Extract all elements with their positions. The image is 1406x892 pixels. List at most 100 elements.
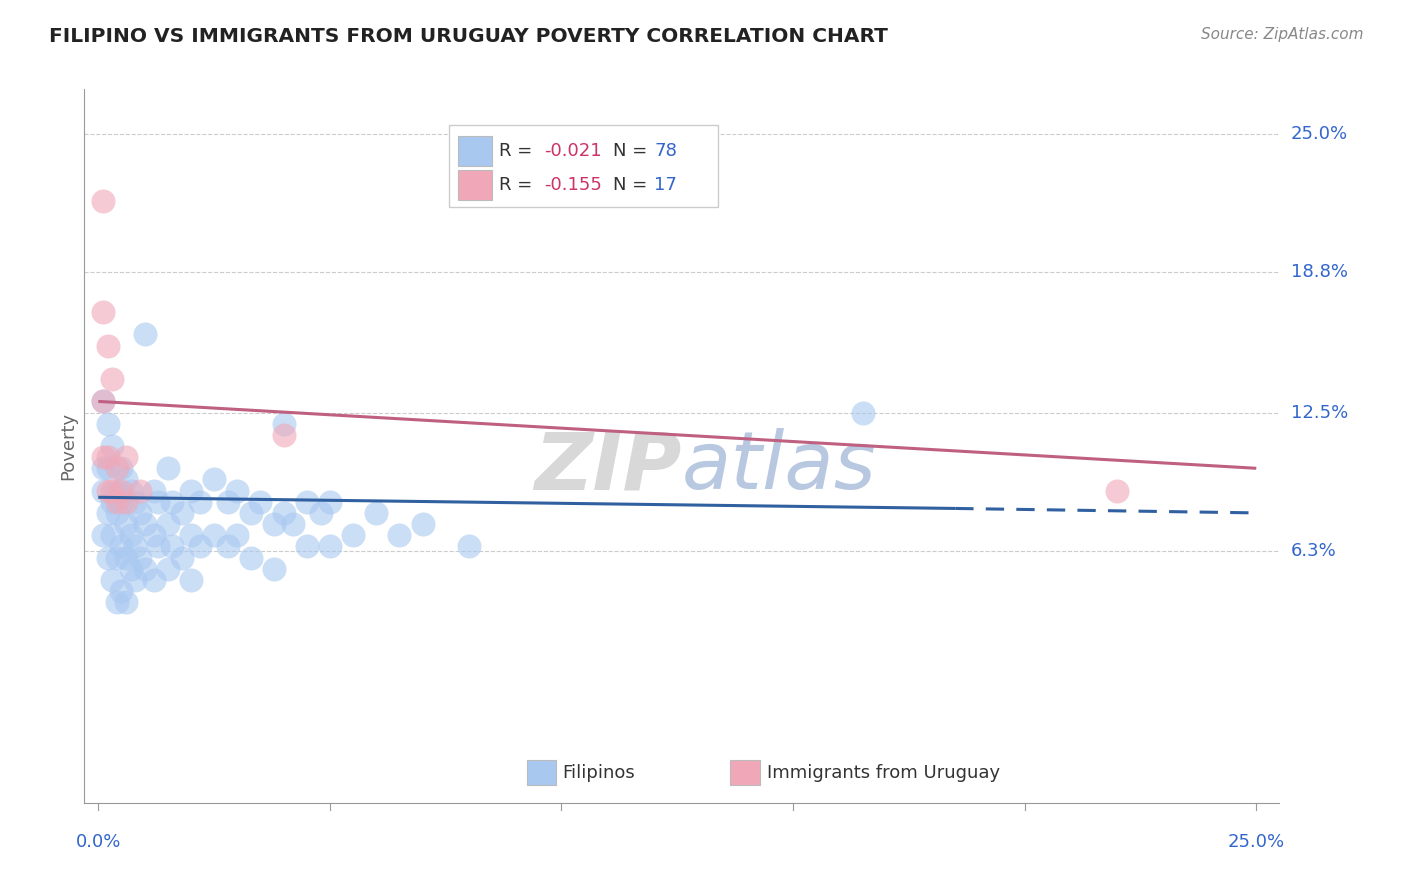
- Text: -0.021: -0.021: [544, 142, 602, 160]
- Point: [180, 573, 202, 587]
- Text: ZIP: ZIP: [534, 428, 682, 507]
- Point: [91, 528, 114, 542]
- Point: [91, 394, 114, 409]
- Point: [110, 539, 132, 553]
- Text: 18.8%: 18.8%: [1291, 263, 1347, 281]
- Point: [273, 417, 295, 431]
- Text: 0.0%: 0.0%: [76, 833, 121, 851]
- Point: [91, 450, 114, 464]
- Point: [129, 550, 152, 565]
- Point: [101, 494, 124, 508]
- Point: [457, 539, 479, 553]
- Text: R =: R =: [499, 176, 538, 194]
- Text: 12.5%: 12.5%: [1291, 403, 1348, 422]
- Point: [120, 562, 142, 576]
- Point: [142, 573, 165, 587]
- Point: [105, 506, 128, 520]
- Text: N =: N =: [613, 142, 652, 160]
- Point: [124, 573, 146, 587]
- Point: [101, 483, 124, 498]
- Text: -0.155: -0.155: [544, 176, 602, 194]
- Point: [217, 494, 239, 508]
- Point: [142, 483, 165, 498]
- Point: [156, 516, 179, 531]
- Point: [240, 550, 263, 565]
- Point: [162, 494, 184, 508]
- Point: [120, 528, 142, 542]
- Point: [96, 550, 118, 565]
- Point: [105, 461, 128, 475]
- Point: [180, 483, 202, 498]
- Point: [91, 461, 114, 475]
- Text: 78: 78: [654, 142, 678, 160]
- Point: [156, 461, 179, 475]
- Point: [319, 539, 342, 553]
- Point: [91, 483, 114, 498]
- Point: [412, 516, 434, 531]
- FancyBboxPatch shape: [458, 169, 492, 200]
- Point: [273, 427, 295, 442]
- Point: [142, 528, 165, 542]
- Point: [180, 528, 202, 542]
- Point: [188, 494, 211, 508]
- Point: [226, 528, 249, 542]
- Text: Immigrants from Uruguay: Immigrants from Uruguay: [766, 764, 1000, 781]
- Y-axis label: Poverty: Poverty: [59, 412, 77, 480]
- Point: [273, 506, 295, 520]
- Point: [134, 327, 156, 342]
- Point: [281, 516, 304, 531]
- Point: [101, 439, 124, 453]
- Point: [110, 461, 132, 475]
- Point: [101, 573, 124, 587]
- Text: Filipinos: Filipinos: [562, 764, 636, 781]
- Point: [101, 528, 124, 542]
- Point: [240, 506, 263, 520]
- Point: [851, 405, 873, 419]
- Point: [162, 539, 184, 553]
- Point: [342, 528, 364, 542]
- Point: [110, 494, 132, 508]
- Point: [129, 483, 152, 498]
- Point: [105, 550, 128, 565]
- Point: [263, 516, 285, 531]
- Point: [96, 450, 118, 464]
- Point: [115, 550, 138, 565]
- FancyBboxPatch shape: [458, 136, 492, 166]
- Point: [115, 595, 138, 609]
- Point: [148, 494, 170, 508]
- Point: [263, 562, 285, 576]
- Text: 25.0%: 25.0%: [1291, 125, 1348, 143]
- Point: [1107, 483, 1129, 498]
- Text: 17: 17: [654, 176, 678, 194]
- Text: R =: R =: [499, 142, 538, 160]
- Point: [91, 305, 114, 319]
- Text: Source: ZipAtlas.com: Source: ZipAtlas.com: [1201, 27, 1364, 42]
- Point: [115, 494, 138, 508]
- Point: [96, 461, 118, 475]
- Point: [105, 494, 128, 508]
- Point: [115, 472, 138, 486]
- Point: [96, 506, 118, 520]
- Text: 25.0%: 25.0%: [1227, 833, 1285, 851]
- Point: [110, 483, 132, 498]
- Point: [134, 516, 156, 531]
- Point: [124, 494, 146, 508]
- Point: [319, 494, 342, 508]
- Point: [105, 483, 128, 498]
- Point: [170, 550, 193, 565]
- Point: [226, 483, 249, 498]
- Point: [309, 506, 332, 520]
- Point: [134, 562, 156, 576]
- Point: [96, 417, 118, 431]
- Point: [96, 338, 118, 352]
- FancyBboxPatch shape: [449, 125, 718, 207]
- Point: [202, 472, 225, 486]
- FancyBboxPatch shape: [730, 760, 759, 785]
- Point: [202, 528, 225, 542]
- Point: [366, 506, 388, 520]
- Point: [156, 562, 179, 576]
- Text: 6.3%: 6.3%: [1291, 541, 1336, 560]
- Point: [170, 506, 193, 520]
- Text: FILIPINO VS IMMIGRANTS FROM URUGUAY POVERTY CORRELATION CHART: FILIPINO VS IMMIGRANTS FROM URUGUAY POVE…: [49, 27, 889, 45]
- Point: [115, 516, 138, 531]
